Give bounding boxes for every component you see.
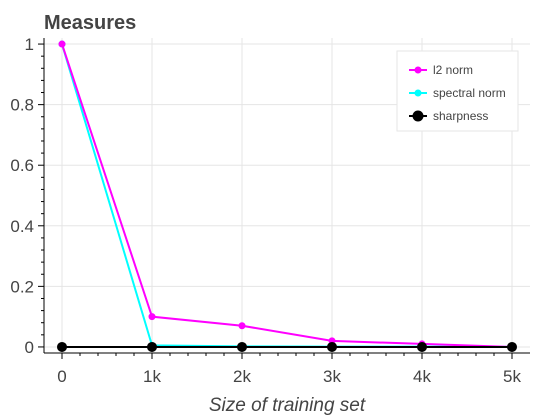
x-tick-label: 1k: [143, 367, 161, 386]
x-tick-label: 3k: [323, 367, 341, 386]
x-tick-label: 0: [57, 367, 66, 386]
series-line: [61, 43, 513, 348]
data-point: [238, 322, 246, 330]
y-tick-label: 0.2: [10, 277, 34, 296]
y-tick-label: 0.8: [10, 96, 34, 115]
y-tick-label: 1: [25, 35, 34, 54]
data-point: [237, 341, 247, 352]
y-tick-label: 0.6: [10, 156, 34, 175]
data-point: [417, 341, 427, 352]
axis-ticks: 0 1k 2k 3k 4k 5k 0 0.2 0.4 0.6 0.8 1: [10, 35, 521, 386]
data-point: [58, 40, 66, 48]
series-sharpness: [57, 341, 517, 352]
x-axis-label: Size of training set: [209, 395, 366, 416]
legend-label: sharpness: [433, 109, 488, 123]
legend: l2 norm spectral norm sharpness: [396, 50, 519, 132]
legend-label: l2 norm: [433, 63, 473, 77]
legend-swatch-marker: [414, 66, 422, 74]
data-point: [507, 341, 517, 352]
x-tick-label: 4k: [413, 367, 431, 386]
data-series: [57, 40, 517, 352]
x-tick-label: 2k: [233, 367, 251, 386]
x-tick-label: 5k: [503, 367, 521, 386]
y-tick-label: 0: [25, 338, 34, 357]
data-point: [57, 341, 67, 352]
chart-title: Measures: [44, 12, 136, 34]
y-tick-label: 0.4: [10, 217, 34, 236]
legend-swatch-marker: [412, 110, 424, 122]
legend-label: spectral norm: [433, 86, 506, 100]
legend-swatch-marker: [414, 89, 422, 97]
data-point: [148, 313, 156, 321]
data-point: [147, 341, 157, 352]
data-point: [327, 341, 337, 352]
